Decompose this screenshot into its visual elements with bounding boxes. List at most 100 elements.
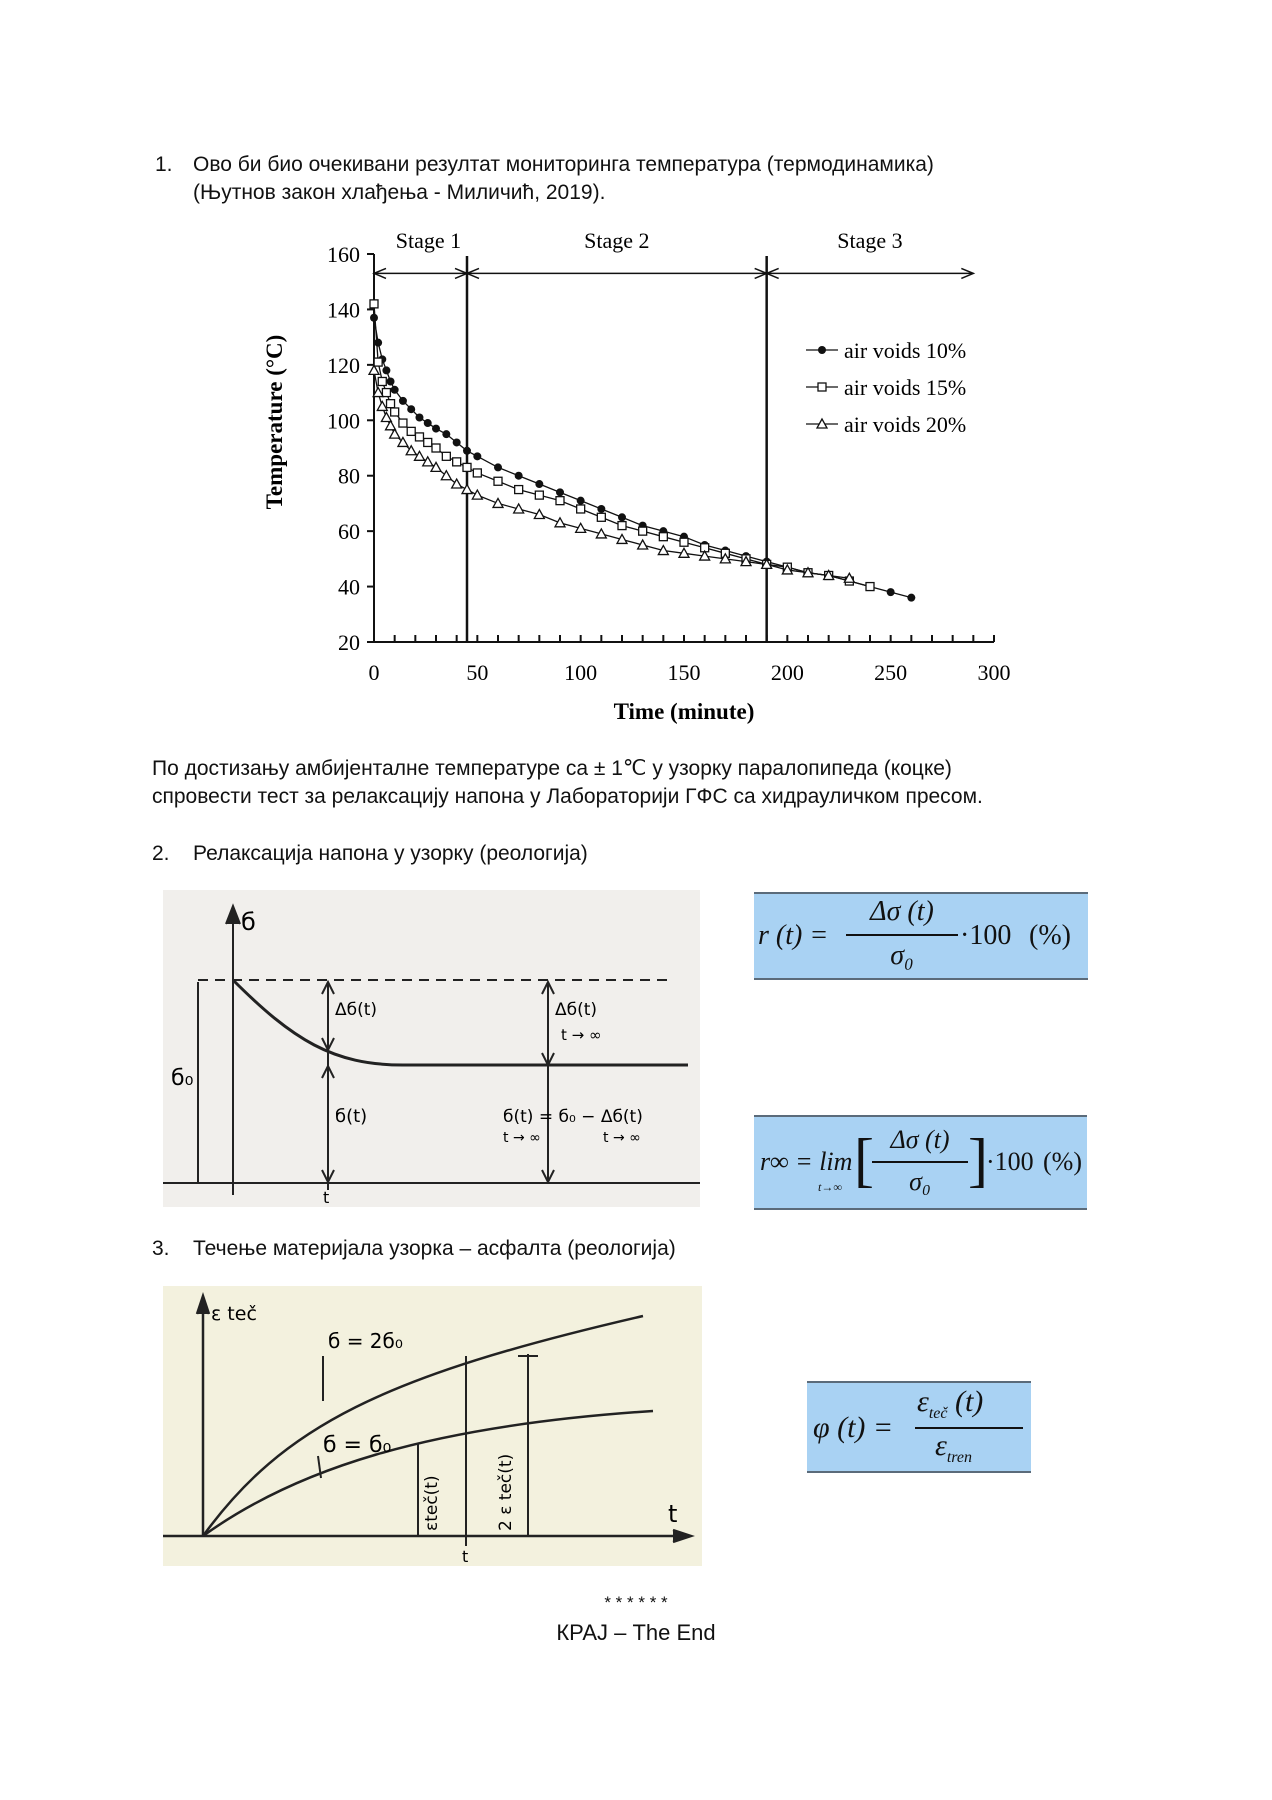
data-point-2 — [515, 486, 523, 494]
formula-phi-lhs: φ (t) = — [813, 1411, 893, 1445]
data-point-2 — [463, 463, 471, 471]
section-1-line-2: (Њутнов закон хлађења - Миличић, 2019). — [193, 179, 1193, 207]
delta-sigma-t-label: Δб(t) — [335, 1000, 377, 1020]
x-tick-label: 100 — [564, 660, 597, 685]
data-point-1 — [577, 497, 585, 505]
y-tick-label: 80 — [338, 464, 360, 489]
data-point-2 — [866, 583, 874, 591]
data-point-2 — [382, 389, 390, 397]
formula-r-t: r (t) = Δσ (t) σ₀ ·100 (%) — [754, 892, 1088, 980]
data-point-2 — [424, 438, 432, 446]
formula-phi-denominator-sub: tren — [947, 1449, 972, 1466]
chart-y-label: Temperature (°C) — [262, 335, 287, 510]
data-point-1 — [597, 505, 605, 513]
data-point-2 — [378, 377, 386, 385]
data-point-1 — [556, 488, 564, 496]
legend-label: air voids 10% — [844, 338, 966, 363]
data-point-1 — [382, 366, 390, 374]
x-tick-label: 300 — [978, 660, 1011, 685]
data-point-1 — [399, 397, 407, 405]
data-point-1 — [887, 588, 895, 596]
stage-label: Stage 2 — [584, 228, 649, 253]
formula-r-inf-lhs: r∞ = lim — [760, 1147, 852, 1177]
curve-lower-label: б = б₀ — [323, 1433, 392, 1458]
formula-r-inf-unit: (%) — [1043, 1147, 1082, 1177]
formula-r-t-lhs: r (t) = — [758, 920, 828, 952]
formula-r-inf-limit-sub: t→∞ — [818, 1180, 842, 1195]
data-point-2 — [556, 497, 564, 505]
y-tick-label: 120 — [327, 353, 360, 378]
data-point-1 — [370, 314, 378, 322]
data-point-1 — [494, 463, 502, 471]
creep-y-axis-label: ε teč — [211, 1303, 257, 1325]
data-point-1 — [463, 447, 471, 455]
section-2-number: 2. — [152, 840, 170, 868]
data-point-1 — [907, 594, 915, 602]
sigma0-label: б₀ — [171, 1066, 194, 1091]
data-point-2 — [453, 458, 461, 466]
sigma-t-label: б(t) — [335, 1106, 367, 1127]
data-point-2 — [494, 477, 502, 485]
data-point-1 — [535, 480, 543, 488]
data-point-2 — [399, 419, 407, 427]
legend-label: air voids 20% — [844, 412, 966, 437]
stage-label: Stage 3 — [837, 228, 902, 253]
formula-phi-numerator-arg: (t) — [947, 1385, 983, 1418]
series-line-2 — [374, 304, 870, 587]
y-tick-label: 160 — [327, 242, 360, 267]
data-point-2 — [374, 358, 382, 366]
data-point-2 — [432, 444, 440, 452]
formula-phi-denominator: ε — [935, 1429, 947, 1462]
data-point-2 — [442, 452, 450, 460]
data-point-2 — [370, 300, 378, 308]
data-point-3 — [555, 518, 565, 527]
x-tick-label: 150 — [668, 660, 701, 685]
delta-sigma-inf-label: Δб(t) — [555, 1000, 597, 1020]
data-point-2 — [535, 491, 543, 499]
data-point-1 — [391, 386, 399, 394]
data-point-2 — [597, 513, 605, 521]
formula-r-t-denominator: σ₀ — [846, 940, 958, 972]
y-tick-label: 100 — [327, 408, 360, 433]
data-point-3 — [381, 413, 391, 422]
data-point-2 — [391, 408, 399, 416]
formula-r-t-unit: (%) — [1029, 920, 1071, 952]
legend-marker — [818, 346, 826, 354]
footer-stars: * * * * * * — [0, 1593, 1272, 1613]
creep-diagram: ε teč б = 2б₀ б = б₀ εteč(t) 2 ε teč(t) … — [163, 1286, 702, 1566]
x-tick-label: 250 — [874, 660, 907, 685]
data-point-1 — [374, 339, 382, 347]
data-point-1 — [473, 452, 481, 460]
section-2-title: Релаксација напона у узорку (реологија) — [193, 840, 588, 868]
data-point-3 — [431, 462, 441, 471]
section-3-title: Течење материјала узорка – асфалта (реол… — [193, 1235, 676, 1263]
sigma-axis-label: б — [241, 908, 256, 936]
creep-t-axis-label: t — [668, 1500, 677, 1528]
formula-phi-numerator-sub: teč — [929, 1405, 948, 1422]
y-tick-label: 140 — [327, 297, 360, 322]
data-point-3 — [369, 365, 379, 374]
stage-label: Stage 1 — [396, 228, 461, 253]
chart-x-label: Time (minute) — [614, 699, 755, 724]
data-point-2 — [659, 533, 667, 541]
data-point-2 — [680, 538, 688, 546]
data-point-3 — [472, 490, 482, 499]
data-point-2 — [618, 522, 626, 530]
formula-phi-numerator: ε — [917, 1385, 929, 1418]
sigma-inf-sub-1: t → ∞ — [503, 1130, 541, 1146]
data-point-3 — [462, 485, 472, 494]
y-tick-label: 40 — [338, 575, 360, 600]
data-point-2 — [639, 527, 647, 535]
creep-t-mark: t — [462, 1547, 468, 1566]
data-point-3 — [390, 429, 400, 438]
formula-phi: φ (t) = εteč (t) εtren — [807, 1381, 1031, 1473]
relaxation-diagram: б б₀ Δб(t) Δб(t) t → ∞ б(t) б(t) = б₀ − … — [163, 890, 700, 1207]
eps-tec-label: εteč(t) — [422, 1475, 442, 1531]
formula-r-t-multiplier: ·100 — [960, 920, 1011, 952]
data-point-1 — [424, 419, 432, 427]
formula-r-inf-multiplier: ·100 — [986, 1147, 1034, 1177]
data-point-3 — [377, 401, 387, 410]
data-point-3 — [423, 457, 433, 466]
data-point-1 — [453, 438, 461, 446]
data-point-2 — [577, 505, 585, 513]
